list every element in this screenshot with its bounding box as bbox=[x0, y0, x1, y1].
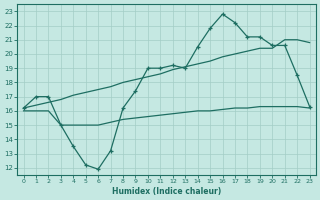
X-axis label: Humidex (Indice chaleur): Humidex (Indice chaleur) bbox=[112, 187, 221, 196]
